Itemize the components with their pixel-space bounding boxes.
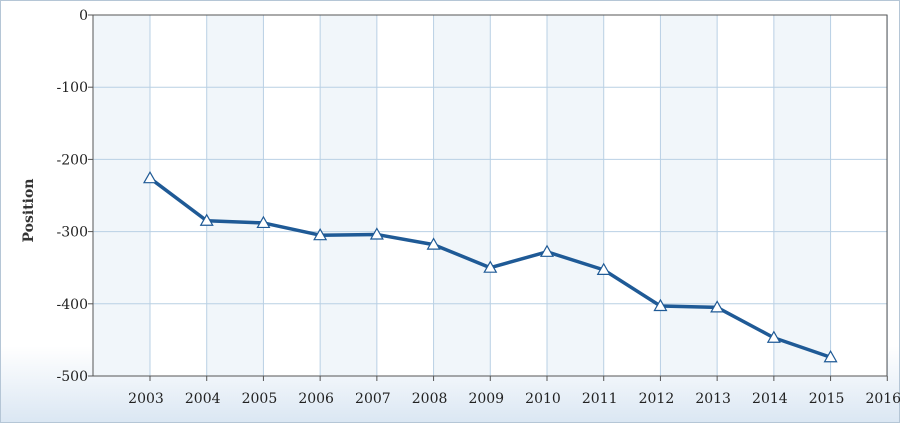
x-tick-label: 2010	[525, 391, 561, 407]
data-point-marker	[710, 300, 725, 313]
plot-band	[320, 15, 377, 376]
data-point-marker	[369, 227, 384, 240]
x-tick-label: 2013	[695, 391, 731, 407]
plot-band	[660, 15, 718, 376]
x-axis-ticks: 2003 2004 2005 2006 2007 2008 2009 2010 2011 2012…	[128, 376, 900, 407]
data-point-marker	[766, 330, 781, 343]
plot-band	[547, 15, 604, 376]
y-tick-label: -300	[57, 225, 88, 241]
x-tick-label: 2004	[185, 391, 221, 407]
x-tick-label: 2005	[242, 391, 278, 407]
data-point-marker	[199, 213, 214, 226]
y-tick-label: -500	[57, 369, 88, 385]
y-tick-label: -400	[57, 297, 88, 313]
data-point-marker	[823, 350, 838, 363]
x-tick-label: 2012	[639, 391, 675, 407]
y-tick-label: -100	[57, 80, 88, 96]
y-tick-label: 0	[79, 8, 88, 24]
data-point-marker	[653, 298, 668, 312]
x-tick-label: 2015	[809, 391, 845, 407]
data-point-marker	[539, 244, 555, 257]
y-axis-title: Position	[21, 179, 37, 243]
data-point-marker	[142, 170, 158, 184]
plot-band	[206, 15, 264, 376]
plot-band	[433, 15, 491, 376]
x-tick-label: 2008	[412, 391, 448, 407]
plot-band	[773, 15, 831, 376]
y-axis-ticks: 0 -100 -200 -300 -400 -500	[57, 8, 93, 385]
x-tick-label: 2003	[128, 391, 164, 407]
x-tick-label: 2016	[865, 391, 900, 407]
x-tick-label: 2007	[355, 391, 391, 407]
x-tick-label: 2014	[752, 391, 788, 407]
data-point-marker	[426, 237, 441, 250]
plot-band	[93, 15, 150, 376]
data-point-marker	[596, 262, 611, 275]
y-tick-label: -200	[57, 152, 88, 168]
data-point-marker	[256, 215, 271, 229]
x-tick-label: 2011	[582, 391, 618, 407]
series-layer	[142, 170, 838, 363]
data-point-marker	[313, 228, 328, 241]
x-tick-label: 2009	[468, 391, 504, 407]
data-point-marker	[483, 260, 498, 273]
x-tick-label: 2006	[298, 391, 334, 407]
